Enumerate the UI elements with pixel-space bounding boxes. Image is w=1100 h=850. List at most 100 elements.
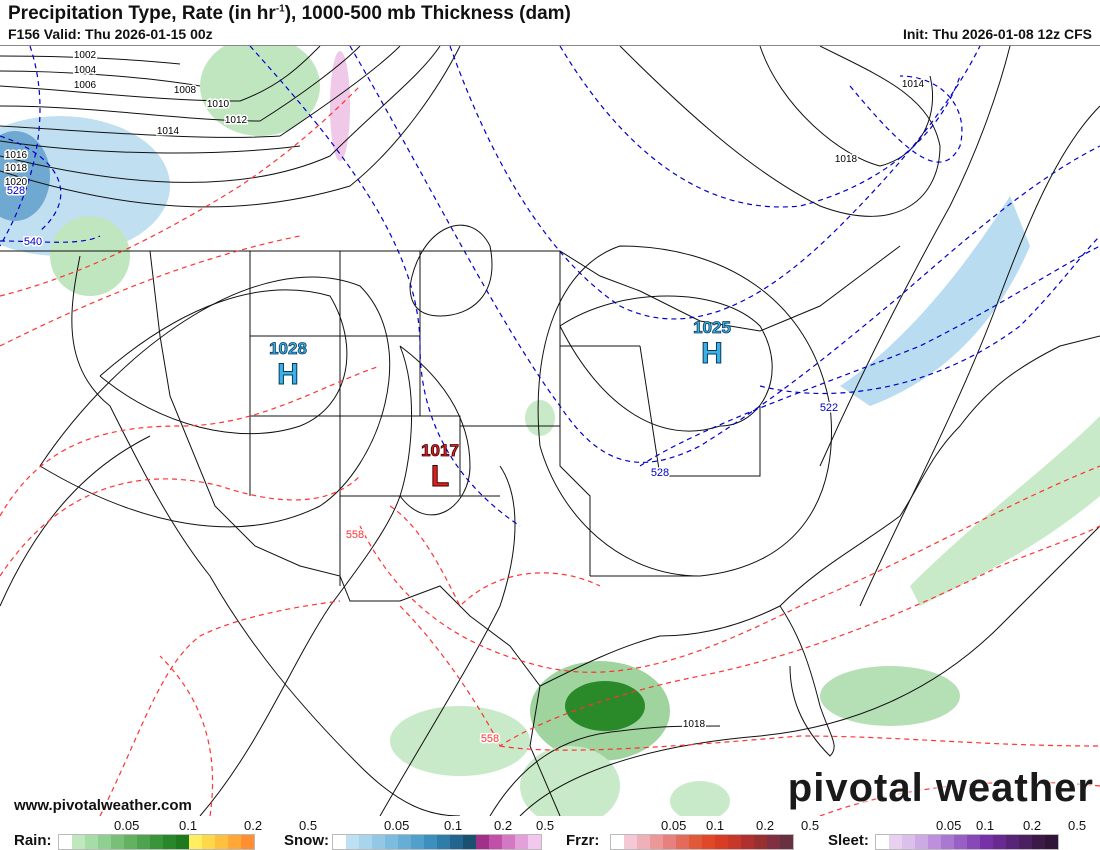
rain-area-bc (200, 46, 320, 136)
legend-tick: 0.5 (1068, 818, 1087, 833)
title-text-rest: ), 1000-500 mb Thickness (dam) (284, 3, 571, 24)
color-swatch (202, 835, 215, 849)
thickness-line-cold (0, 135, 62, 232)
color-ramp (58, 834, 255, 850)
color-swatch (993, 835, 1006, 849)
rain-area-mexico (390, 706, 530, 776)
thickness-line-warm (819, 781, 1100, 816)
isobar-label: 1016 (5, 150, 28, 161)
legend-label: Frzr: (566, 832, 600, 849)
legend-tick: 0.5 (536, 818, 555, 833)
isobar-label: 1006 (74, 80, 97, 91)
legend-tick: 0.5 (299, 818, 318, 833)
color-swatch (163, 835, 176, 849)
rain-area-plains (525, 400, 555, 436)
isobar-label: 1010 (207, 99, 230, 110)
thickness-cold-lines (0, 46, 1100, 527)
isobars (0, 46, 1100, 816)
rain-area-caribbean-south (670, 781, 730, 816)
thickness-warm-lines (0, 85, 1100, 816)
thickness-line-cold (0, 235, 101, 243)
color-swatch (928, 835, 941, 849)
color-swatch (111, 835, 124, 849)
isobar-line (519, 525, 1100, 816)
rain-area-coast (50, 216, 130, 296)
contour-labels: 1002 1004 1006 1008 1010 1012 1014 1016 1018 1020… (3, 49, 926, 747)
color-swatch (980, 835, 993, 849)
thickness-line-cold (449, 46, 981, 320)
color-swatch (72, 835, 85, 849)
isobar-line (0, 70, 201, 87)
border-line (249, 251, 591, 586)
color-swatch (889, 835, 902, 849)
isobar-line (0, 46, 361, 122)
legend-tick: 0.1 (976, 818, 995, 833)
low-value: 1017 (421, 441, 459, 460)
color-swatch (372, 835, 385, 849)
color-swatch (876, 835, 889, 849)
isobar-label: 1018 (835, 154, 858, 165)
legend-label: Rain: (14, 832, 52, 849)
thickness-line-cold (759, 235, 1100, 395)
thickness-line-warm (0, 235, 301, 347)
precip-legend: Rain: 0.05 0.1 0.2 0.5 Snow: 0.05 0.1 0.2 0.5 Fr… (0, 816, 1100, 850)
isobar-label: 1002 (74, 50, 97, 61)
isobar-line (0, 55, 181, 65)
color-swatch (1019, 835, 1032, 849)
rain-area-atlantic (910, 416, 1100, 606)
color-swatch (215, 835, 228, 849)
thickness-label-cold: 540 (24, 236, 42, 248)
thickness-line-warm (389, 505, 601, 608)
weather-map[interactable]: 1002 1004 1006 1008 1010 1012 1014 1016 1018 1020… (0, 45, 1100, 817)
legend-tick: 0.1 (179, 818, 198, 833)
color-swatch (1032, 835, 1045, 849)
color-swatch (385, 835, 398, 849)
color-swatch (228, 835, 241, 849)
color-swatch (528, 835, 541, 849)
pivotal-weather-logo: pivotal weather (787, 766, 1094, 810)
isobar-line (489, 725, 721, 816)
color-swatch (346, 835, 359, 849)
isobar-label: 1020 (5, 177, 28, 188)
isobar-label: 1014 (902, 79, 925, 90)
isobar-line (559, 295, 773, 432)
high-symbol: H (277, 358, 299, 391)
color-swatch (967, 835, 980, 849)
title-text: Precipitation Type, Rate (in hr (8, 3, 276, 24)
thickness-line-cold (249, 46, 521, 527)
legend-label: Sleet: (828, 832, 869, 849)
legend-label: Snow: (284, 832, 329, 849)
rain-area-caribbean (820, 666, 960, 726)
border-line (539, 605, 835, 757)
legend-tick: 0.05 (936, 818, 962, 833)
legend-tick: 0.5 (801, 818, 820, 833)
isobar-label: 1004 (74, 65, 97, 76)
isobar-line (537, 245, 832, 577)
snow-area-northeast (840, 196, 1030, 406)
isobar-line (0, 46, 461, 208)
color-swatch (398, 835, 411, 849)
isobar-label: 1014 (157, 126, 180, 137)
pressure-centers: 1028 H 1025 H 1017 L (269, 318, 732, 494)
color-swatch (502, 835, 515, 849)
color-swatch (450, 835, 463, 849)
isobar-line (0, 46, 321, 102)
border-line (250, 335, 761, 577)
color-swatch (676, 835, 689, 849)
legend-tick: 0.1 (444, 818, 463, 833)
thickness-label-warm: 558 (346, 529, 364, 541)
high-value: 1025 (693, 318, 731, 337)
color-swatch (902, 835, 915, 849)
isobar-line (0, 46, 441, 183)
color-swatch (915, 835, 928, 849)
political-borders (0, 245, 1100, 816)
color-swatch (463, 835, 476, 849)
color-swatch (98, 835, 111, 849)
map-title: Precipitation Type, Rate (in hr-1), 1000… (8, 3, 571, 25)
high-symbol: H (701, 337, 723, 370)
thickness-label-cold: 528 (7, 185, 25, 197)
color-swatch (741, 835, 754, 849)
thickness-line-warm (0, 475, 361, 577)
color-swatch (515, 835, 528, 849)
thickness-line-warm (359, 465, 1100, 673)
